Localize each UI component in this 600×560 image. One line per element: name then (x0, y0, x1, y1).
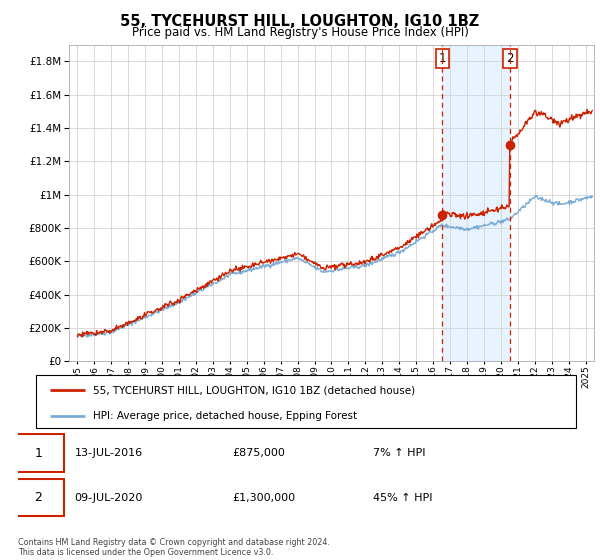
Text: Price paid vs. HM Land Registry's House Price Index (HPI): Price paid vs. HM Land Registry's House … (131, 26, 469, 39)
Text: 13-JUL-2016: 13-JUL-2016 (74, 448, 143, 458)
Text: 1: 1 (34, 446, 42, 460)
Text: HPI: Average price, detached house, Epping Forest: HPI: Average price, detached house, Eppi… (92, 411, 357, 421)
Text: £875,000: £875,000 (232, 448, 285, 458)
Text: 55, TYCEHURST HILL, LOUGHTON, IG10 1BZ: 55, TYCEHURST HILL, LOUGHTON, IG10 1BZ (121, 14, 479, 29)
FancyBboxPatch shape (13, 435, 64, 472)
Text: 55, TYCEHURST HILL, LOUGHTON, IG10 1BZ (detached house): 55, TYCEHURST HILL, LOUGHTON, IG10 1BZ (… (92, 385, 415, 395)
FancyBboxPatch shape (13, 479, 64, 516)
Text: 2: 2 (34, 491, 42, 505)
Text: 09-JUL-2020: 09-JUL-2020 (74, 493, 143, 503)
Bar (442, 45, 510, 361)
Text: Contains HM Land Registry data © Crown copyright and database right 2024.
This d: Contains HM Land Registry data © Crown c… (18, 538, 330, 557)
FancyBboxPatch shape (36, 375, 576, 428)
Text: £1,300,000: £1,300,000 (232, 493, 295, 503)
Text: 45% ↑ HPI: 45% ↑ HPI (373, 493, 433, 503)
Text: 7% ↑ HPI: 7% ↑ HPI (373, 448, 426, 458)
Text: 2: 2 (506, 52, 514, 64)
Text: 1: 1 (439, 52, 446, 64)
